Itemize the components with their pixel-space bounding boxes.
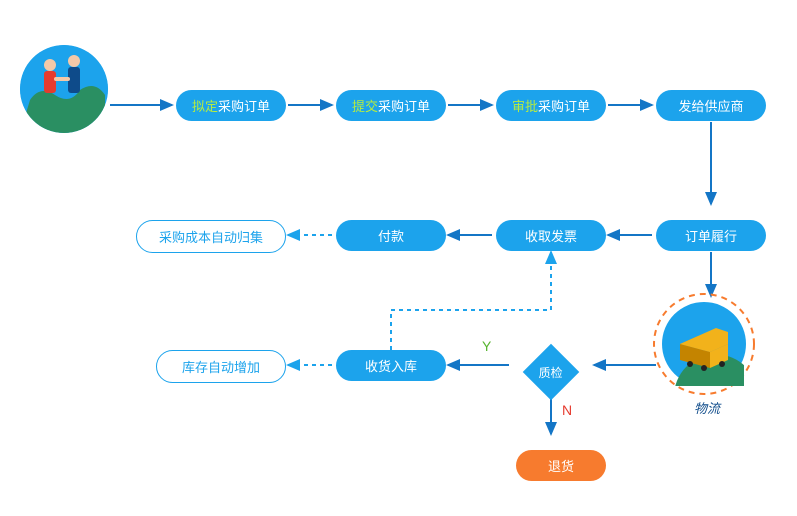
handshake-globe	[20, 45, 108, 133]
node-submit: 提交采购订单	[336, 90, 446, 121]
logistics-caption: 物流	[694, 398, 720, 417]
node-stock: 库存自动增加	[156, 350, 286, 383]
node-approve-rest: 采购订单	[538, 96, 590, 115]
node-submit-hl: 提交	[352, 96, 378, 115]
node-pay: 付款	[336, 220, 446, 251]
node-invoice: 收取发票	[496, 220, 606, 251]
branch-n: N	[562, 402, 572, 418]
node-qc: 质检	[516, 350, 586, 394]
flow-svg	[0, 0, 797, 516]
node-cost: 采购成本自动归集	[136, 220, 286, 253]
node-fulfill: 订单履行	[656, 220, 766, 251]
logistics-globe-wrap	[652, 292, 756, 396]
node-draft-rest: 采购订单	[218, 96, 270, 115]
node-send: 发给供应商	[656, 90, 766, 121]
node-submit-rest: 采购订单	[378, 96, 430, 115]
node-approve-hl: 审批	[512, 96, 538, 115]
node-draft: 拟定采购订单	[176, 90, 286, 121]
node-return: 退货	[516, 450, 606, 481]
node-approve: 审批采购订单	[496, 90, 606, 121]
branch-y: Y	[482, 338, 491, 354]
node-receive: 收货入库	[336, 350, 446, 381]
node-draft-hl: 拟定	[192, 96, 218, 115]
arrow	[391, 252, 551, 350]
